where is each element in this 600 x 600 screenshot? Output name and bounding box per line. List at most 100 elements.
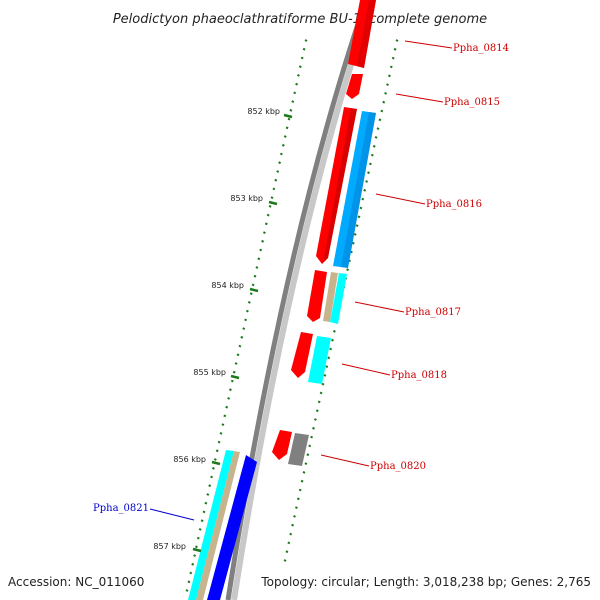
gene-ppha-0820-gray[interactable] [288,433,309,466]
minor-tick [294,506,298,509]
gene-label-ppha-0815[interactable]: Ppha_0815 [444,97,500,108]
leader-ppha-0814 [404,40,453,49]
minor-tick [365,180,369,183]
minor-tick [259,248,263,252]
kbp-tick-mark [283,113,293,119]
minor-tick [374,136,378,139]
minor-tick [296,497,300,501]
minor-tick [357,215,361,219]
minor-tick [300,56,304,60]
gene-ppha-0818-red[interactable] [291,332,313,378]
minor-tick [323,374,327,377]
leader-ppha-0816 [375,193,426,205]
leader-ppha-0821 [149,508,195,521]
minor-tick [219,432,223,435]
kbp-tick-mark [249,287,259,293]
minor-tick [185,589,189,592]
minor-tick [232,370,236,374]
minor-tick [228,388,232,392]
minor-tick [313,418,317,421]
minor-tick [389,65,393,69]
minor-ticks [185,39,399,592]
minor-tick [276,170,280,173]
gene-labels: Ppha_0814 Ppha_0815 Ppha_0816 Ppha_0817 … [93,43,509,514]
gene-ppha-0821-tan[interactable] [196,451,240,600]
gene-label-ppha-0821[interactable]: Ppha_0821 [93,503,149,514]
minor-tick [329,347,333,351]
minor-tick [285,126,289,130]
gene-label-ppha-0818[interactable]: Ppha_0818 [391,370,447,381]
minor-tick [327,356,331,360]
minor-tick [378,118,382,122]
gene-label-ppha-0817[interactable]: Ppha_0817 [405,307,461,318]
minor-tick [376,127,380,130]
gene-ppha-0821-blue[interactable] [207,455,257,600]
minor-tick [206,493,210,496]
gene-ppha-0817-tan[interactable] [323,272,338,322]
map-title: Pelodictyon phaeoclathratiforme BU-1, co… [113,12,487,27]
label-leaders [149,40,453,521]
kbp-ticks [192,113,293,553]
gene-ppha-0817-red[interactable] [307,270,327,322]
minor-tick [296,74,300,77]
gene-ppha-0816-blue-shade [341,112,376,268]
minor-tick [196,536,200,540]
minor-tick [217,440,221,444]
minor-tick [227,397,231,400]
minor-tick [361,197,365,201]
minor-tick [262,231,266,234]
gene-ppha-0821-cyan[interactable] [188,450,234,600]
kbp-label: 856 kbp [173,455,206,464]
gene-ppha-0816-blue[interactable] [333,111,376,268]
minor-tick [308,444,312,448]
minor-tick [193,554,197,557]
minor-tick [247,301,251,304]
minor-tick [272,187,276,191]
minor-tick [300,479,304,483]
minor-tick [202,510,206,514]
gene-ppha-0814-shade [357,0,376,68]
gene-label-ppha-0814[interactable]: Ppha_0814 [453,43,509,54]
accession-text: Accession: NC_011060 [8,575,144,589]
gene-label-ppha-0820[interactable]: Ppha_0820 [370,461,426,472]
minor-tick [359,206,363,210]
minor-tick [302,47,306,51]
minor-tick [386,83,389,86]
kbp-label: 854 kbp [211,281,244,290]
minor-tick [372,144,376,148]
gene-ppha-0818-cyan[interactable] [308,336,331,384]
minor-tick [370,153,374,157]
minor-tick [204,501,208,505]
kbp-label: 852 kbp [247,107,280,116]
minor-tick [208,484,212,488]
gene-ppha-0817-cyan[interactable] [330,273,347,324]
kbp-label: 853 kbp [230,194,263,203]
minor-tick [319,391,323,395]
minor-tick [234,362,238,365]
minor-tick [281,143,285,147]
minor-tick [306,453,310,457]
gene-ppha-0820-red[interactable] [272,430,292,460]
minor-tick [200,519,204,523]
minor-tick [291,523,295,527]
minor-tick [238,344,242,348]
genome-summary-text: Topology: circular; Length: 3,018,238 bp… [260,575,591,589]
minor-tick [298,488,302,492]
minor-tick [187,580,191,584]
minor-tick [261,239,265,243]
gene-label-ppha-0816[interactable]: Ppha_0816 [426,199,482,210]
minor-tick [279,152,283,156]
minor-tick [355,224,359,227]
leader-ppha-0818 [341,363,391,376]
minor-tick [293,515,296,518]
kbp-tick-mark [192,547,202,553]
minor-tick [312,426,315,430]
minor-tick [298,65,302,69]
minor-tick [244,318,248,322]
gene-ppha-0816-red[interactable] [316,107,357,264]
minor-tick [315,409,319,413]
minor-tick [211,466,215,470]
gene-ppha-0815[interactable] [346,74,363,99]
